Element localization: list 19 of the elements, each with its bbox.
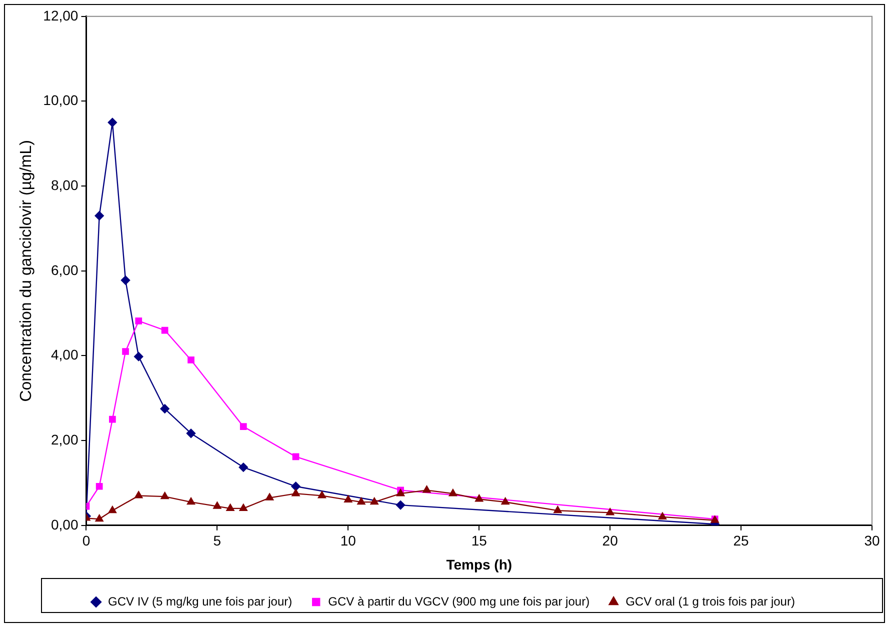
legend-label: GCV à partir du VGCV (900 mg une fois par jour)	[328, 594, 590, 608]
y-axis-title: Concentration du ganciclovir (µg/mL)	[18, 140, 36, 402]
y-tick-label: 10,00	[43, 92, 78, 108]
x-tick-label: 30	[864, 532, 880, 549]
y-tick-label: 2,00	[50, 431, 78, 448]
legend-label: GCV oral (1 g trois fois par jour)	[626, 594, 795, 608]
x-tick-label: 0	[82, 532, 90, 549]
y-tick-label: 6,00	[50, 262, 78, 278]
y-tick-label: 4,00	[50, 346, 78, 363]
x-tick-label: 20	[602, 532, 618, 549]
x-tick-label: 25	[733, 532, 750, 549]
x-tick-label: 5	[213, 532, 222, 549]
x-axis-title: Temps (h)	[446, 556, 512, 572]
y-tick-label: 8,00	[50, 176, 78, 193]
legend-label: GCV IV (5 mg/kg une fois par jour)	[108, 594, 292, 608]
x-tick-label: 15	[471, 532, 488, 549]
x-tick-label: 10	[340, 532, 356, 549]
y-tick-label: 12,00	[43, 7, 78, 24]
y-tick-label: 0,00	[50, 516, 78, 532]
